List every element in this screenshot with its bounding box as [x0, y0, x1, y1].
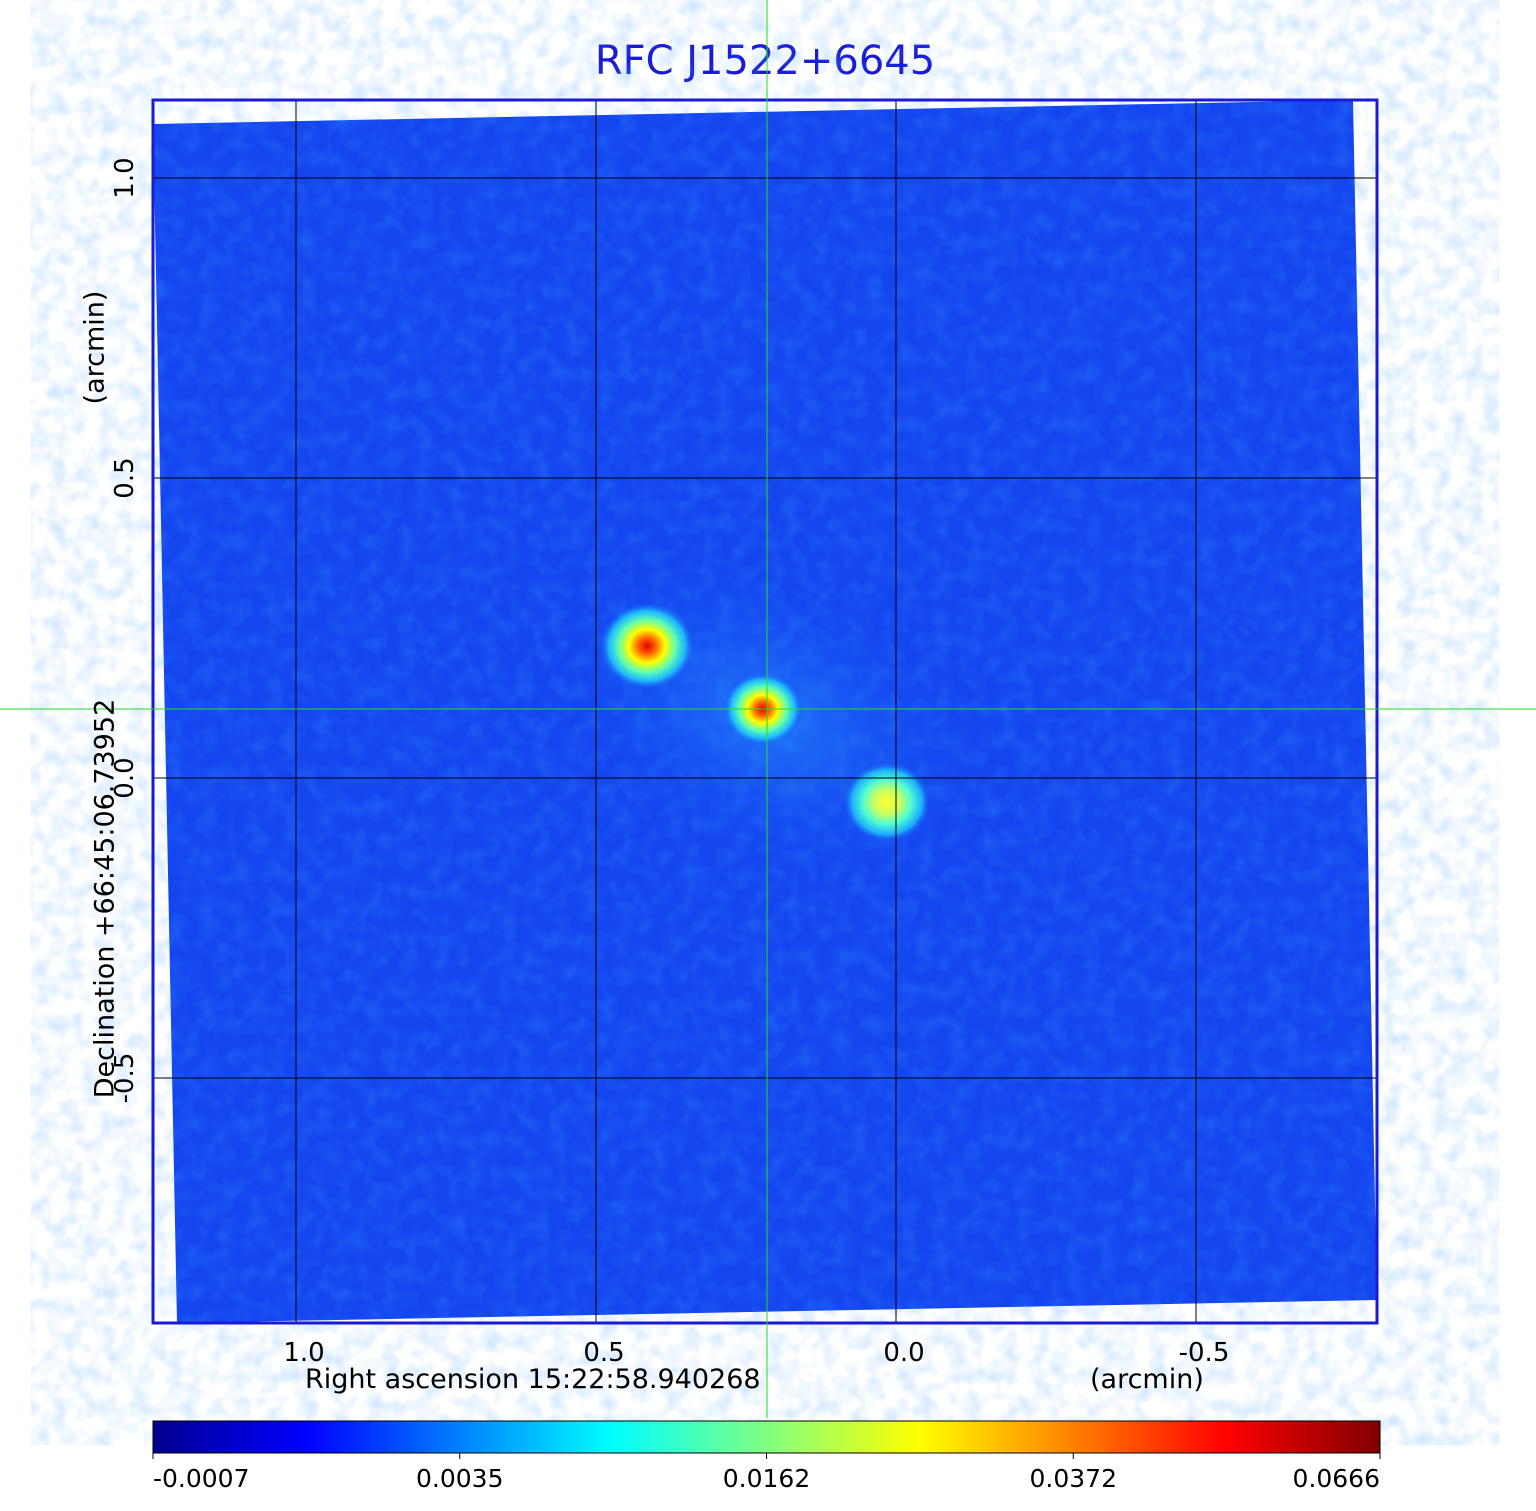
- chart-title: RFC J1522+6645: [594, 38, 936, 84]
- source-blob-component-2: [843, 761, 931, 843]
- colorbar-tick-label: 0.0372: [1030, 1464, 1117, 1493]
- x-tick-label: 1.0: [283, 1338, 324, 1368]
- source-blob-component-1: [599, 601, 695, 691]
- colorbar-tick-label: 0.0666: [1293, 1464, 1380, 1493]
- x-tick-label: 0.5: [583, 1338, 624, 1368]
- y-tick-label: 0.0: [110, 757, 140, 798]
- colorbar-tick-label: 0.0162: [723, 1464, 810, 1493]
- y-tick-label: 0.5: [110, 457, 140, 498]
- x-tick-label: 0.0: [883, 1338, 924, 1368]
- plot-frame: [151, 98, 1379, 1325]
- y-tick-label: 1.0: [110, 157, 140, 198]
- x-axis-unit: (arcmin): [1090, 1364, 1204, 1395]
- y-axis-unit: (arcmin): [79, 290, 111, 405]
- x-tick-label: -0.5: [1179, 1338, 1230, 1368]
- x-axis-label: Right ascension 15:22:58.940268: [305, 1364, 761, 1395]
- y-tick-label: -0.5: [110, 1053, 140, 1104]
- y-axis-label: Declination +66:45:06.73952: [89, 698, 121, 1099]
- colorbar-tick-label: -0.0007: [153, 1464, 250, 1493]
- colorbar-tick-label: 0.0035: [416, 1464, 503, 1493]
- colorbar: [152, 1420, 1381, 1454]
